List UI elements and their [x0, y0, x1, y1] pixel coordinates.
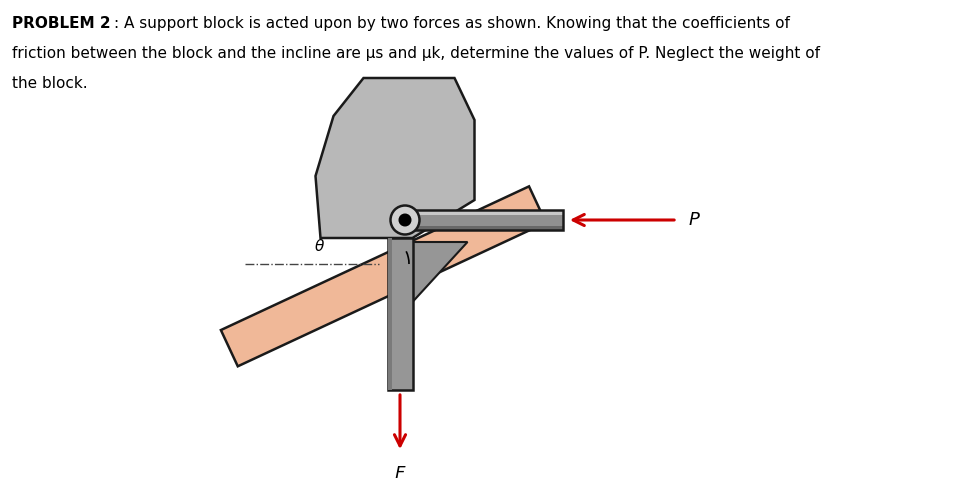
Polygon shape [315, 78, 475, 238]
Text: θ: θ [314, 239, 324, 254]
Text: PROBLEM 2: PROBLEM 2 [12, 16, 111, 31]
Polygon shape [387, 238, 391, 390]
Text: F: F [395, 465, 406, 478]
Text: : A support block is acted upon by two forces as shown. Knowing that the coeffic: : A support block is acted upon by two f… [114, 16, 790, 31]
Text: the block.: the block. [12, 76, 87, 91]
Polygon shape [221, 186, 546, 366]
Text: P: P [689, 211, 700, 229]
Polygon shape [400, 215, 563, 226]
Polygon shape [387, 238, 412, 390]
Circle shape [399, 214, 410, 226]
Circle shape [390, 206, 420, 235]
Polygon shape [400, 226, 563, 230]
Polygon shape [400, 210, 563, 215]
Polygon shape [412, 242, 467, 302]
Text: friction between the block and the incline are μs and μk, determine the values o: friction between the block and the incli… [12, 46, 820, 61]
